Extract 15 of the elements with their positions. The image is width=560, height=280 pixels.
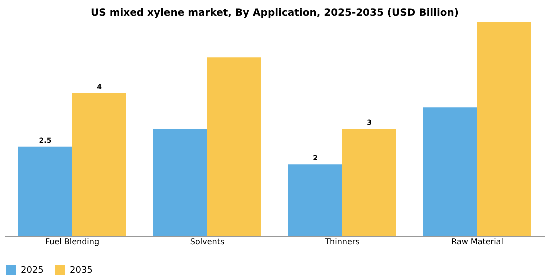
bar	[18, 146, 72, 236]
bar	[288, 164, 342, 236]
x-tick-label: Raw Material	[452, 238, 504, 246]
bar	[342, 129, 396, 236]
legend-label: 2025	[21, 266, 44, 276]
bar	[478, 22, 532, 236]
bar	[208, 58, 262, 236]
bar	[424, 108, 478, 236]
x-tick-label: Solvents	[190, 238, 225, 246]
legend-label: 2035	[70, 266, 93, 276]
bar	[72, 93, 126, 236]
chart-title: US mixed xylene market, By Application, 2025-2035 (USD Billion)	[91, 8, 459, 19]
x-tick-label: Fuel Blending	[45, 238, 100, 246]
bar	[154, 129, 208, 236]
x-tick-label: Thinners	[324, 238, 360, 246]
